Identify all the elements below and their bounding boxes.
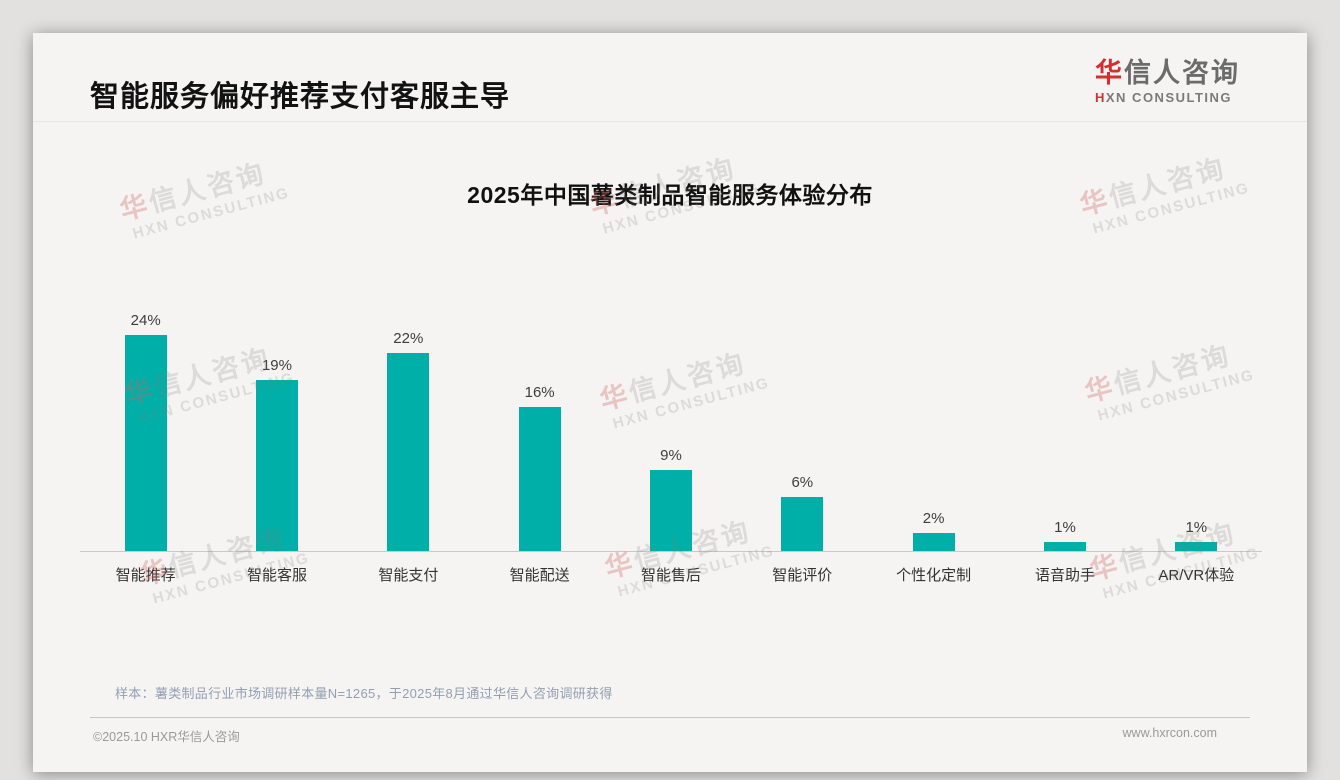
category-label: 智能推荐	[115, 567, 176, 584]
bar-column: 16%	[474, 251, 605, 551]
logo-chinese-name: 华信人咨询	[1095, 58, 1240, 89]
category-label: 语音助手	[1034, 567, 1095, 584]
bar	[649, 470, 692, 551]
bar-column: 2%	[868, 251, 999, 551]
category-label: 智能评价	[772, 567, 833, 584]
bar-value-label: 2%	[922, 510, 945, 527]
logo-cn-accent: 华	[1095, 58, 1124, 88]
category-label: AR/VR体验	[1158, 567, 1235, 584]
bar-column: 19%	[211, 251, 342, 551]
x-axis-line	[80, 551, 1262, 552]
bar-value-label: 22%	[393, 330, 424, 347]
bar-value-label: 19%	[261, 357, 292, 374]
bar	[1043, 542, 1086, 551]
logo-en-accent: H	[1095, 89, 1106, 105]
report-card: 智能服务偏好推荐支付客服主导 华信人咨询 HXN CONSULTING 2025…	[33, 33, 1307, 772]
logo-cn-text: 信人咨询	[1124, 58, 1240, 88]
bar-column: 1%	[1131, 251, 1262, 551]
bar-column: 22%	[343, 251, 474, 551]
footer: ©2025.10 HXR华信人咨询 www.hxrcon.com	[93, 726, 1217, 745]
sample-note: 样本：薯类制品行业市场调研样本量N=1265，于2025年8月通过华信人咨询调研…	[115, 686, 613, 701]
bar-value-label: 24%	[130, 312, 161, 329]
logo-english-name: HXN CONSULTING	[1095, 90, 1240, 105]
category-label: 智能配送	[509, 567, 570, 584]
bar-value-label: 1%	[1185, 519, 1208, 536]
bar	[912, 533, 955, 551]
company-logo: 华信人咨询 HXN CONSULTING	[1095, 58, 1240, 105]
chart-plot: 24% 19% 22% 16% 9% 6% 2% 1% 1%	[80, 251, 1262, 551]
category-label: 个性化定制	[896, 567, 972, 584]
bar-column: 6%	[737, 251, 868, 551]
bar	[518, 407, 561, 551]
chart-title: 2025年中国薯类制品智能服务体验分布	[467, 182, 873, 208]
category-axis: 智能推荐 智能客服 智能支付 智能配送 智能售后 智能评价 个性化定制 语音助手 AR/VR体验	[80, 564, 1262, 585]
header-divider	[33, 121, 1307, 122]
bar-column: 9%	[605, 251, 736, 551]
page-title: 智能服务偏好推荐支付客服主导	[90, 81, 511, 113]
bar	[1175, 542, 1218, 551]
category-label: 智能客服	[246, 567, 307, 584]
category-label: 智能支付	[378, 567, 439, 584]
logo-en-text: XN CONSULTING	[1105, 89, 1233, 105]
bar-value-label: 16%	[524, 384, 555, 401]
bar-column: 1%	[999, 251, 1130, 551]
bar-value-label: 9%	[660, 447, 682, 464]
bar-value-label: 1%	[1054, 519, 1076, 536]
bar	[781, 497, 824, 551]
category-label: 智能售后	[640, 567, 701, 584]
website-text: www.hxrcon.com	[1122, 726, 1217, 740]
bar	[124, 335, 167, 551]
bar-value-label: 6%	[791, 474, 814, 491]
bar	[387, 353, 430, 551]
footer-divider	[90, 717, 1250, 718]
copyright-text: ©2025.10 HXR华信人咨询	[93, 730, 240, 744]
bar-column: 24%	[80, 251, 211, 551]
bar	[255, 380, 298, 551]
